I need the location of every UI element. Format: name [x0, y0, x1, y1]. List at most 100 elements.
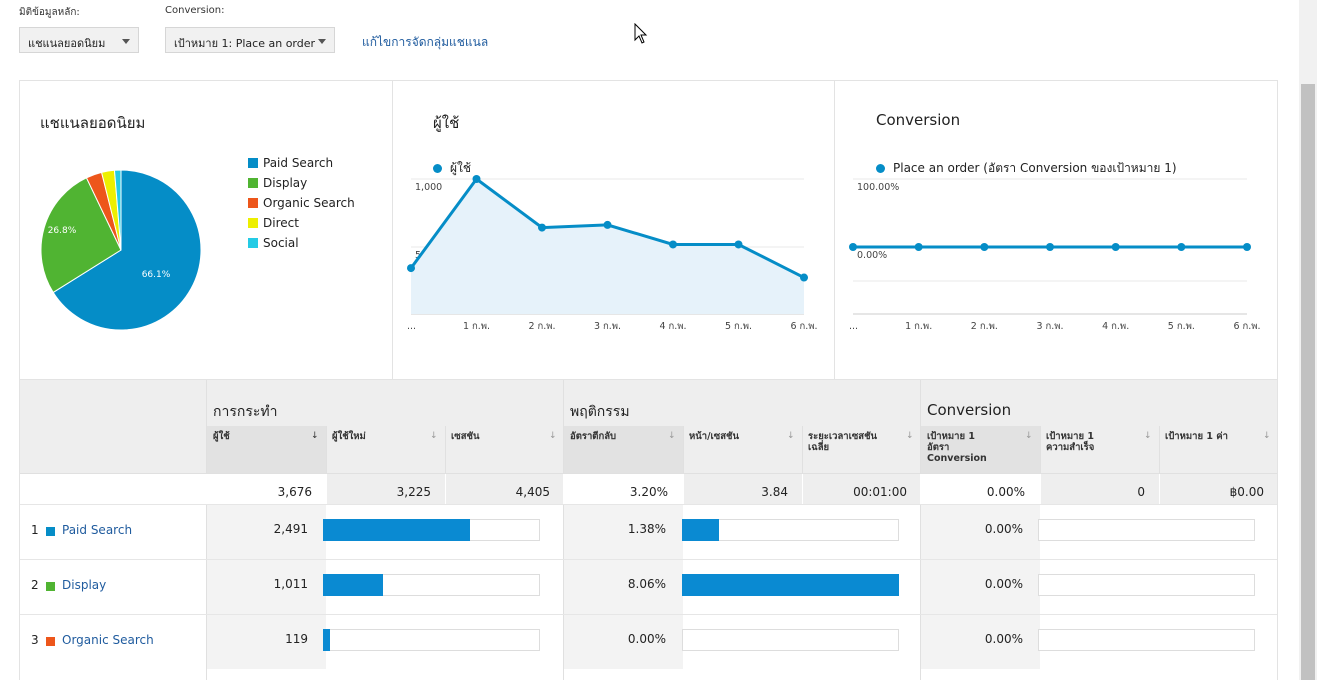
column-header-pages-per-session[interactable]: หน้า/เซสชัน	[689, 431, 739, 442]
conversion-data-point[interactable]	[980, 243, 989, 251]
conversion-data-point[interactable]	[849, 243, 857, 251]
bounce-bar-fill	[682, 574, 899, 596]
chevron-down-icon	[122, 39, 130, 44]
conversion-x-tick-label: 1 ก.พ.	[905, 321, 932, 332]
row-channel-link[interactable]: Display	[62, 578, 107, 592]
vertical-scrollbar-thumb[interactable]	[1301, 84, 1315, 680]
pie-legend-label: Social	[263, 236, 299, 250]
column-divider	[326, 426, 327, 504]
column-divider	[920, 380, 921, 680]
sort-icon[interactable]: ↓	[668, 431, 676, 441]
column-header-goal-conversion-rate[interactable]: เป้าหมาย 1 อัตรา Conversion	[927, 431, 987, 464]
group-header-conversion: Conversion	[927, 401, 1012, 419]
users-x-tick-label: ...	[407, 321, 416, 332]
conversion-line-chart: 100.00% 0.00%... 1 ก.พ. 2 ก.พ. 3 ก.พ. 4 ก.พ. 5…	[849, 178, 1261, 332]
sort-icon[interactable]: ↓	[787, 431, 795, 441]
row-bounce-cell-bg	[564, 615, 683, 669]
conversion-chart-title: Conversion	[876, 111, 961, 129]
users-data-point[interactable]	[669, 240, 677, 249]
conversion-chart-panel: Conversion Place an order (อัตรา Convers…	[834, 80, 1278, 380]
totals-gray-cell	[1160, 474, 1277, 504]
pie-slice-display[interactable]	[40, 177, 122, 294]
sort-desc-icon[interactable]: ↓	[311, 431, 319, 441]
primary-dimension-dropdown[interactable]: แชแนลยอดนิยม	[19, 27, 139, 53]
row-users-value: 119	[285, 632, 308, 646]
row-channel-link[interactable]: Organic Search	[62, 633, 154, 647]
pie-legend-item[interactable]: Organic Search	[248, 193, 355, 213]
row-users-value: 1,011	[273, 577, 308, 591]
sorted-column-header	[207, 426, 326, 473]
row-users-cell-bg	[207, 615, 326, 669]
column-header-new-users[interactable]: ผู้ใช้ใหม่	[332, 431, 366, 442]
users-bar-fill	[323, 519, 471, 541]
users-data-point[interactable]	[538, 223, 546, 232]
conversion-dropdown[interactable]: เป้าหมาย 1: Place an order	[165, 27, 335, 53]
column-header-avg-session-duration[interactable]: ระยะเวลาเซสชันเฉลี่ย	[808, 431, 878, 453]
users-data-point[interactable]	[603, 220, 612, 229]
sorted-column-header	[564, 426, 683, 473]
chevron-down-icon	[318, 39, 326, 44]
column-header-goal-completions[interactable]: เป้าหมาย 1 ความสำเร็จ	[1046, 431, 1095, 453]
sort-icon[interactable]: ↓	[549, 431, 557, 441]
column-divider	[206, 380, 207, 680]
pie-legend-item[interactable]: Social	[248, 233, 355, 253]
edit-channel-grouping-link[interactable]: แก้ไขการจัดกลุ่มแชแนล	[362, 35, 489, 49]
total-goal-value: ฿0.00	[1229, 485, 1264, 499]
primary-dimension-value: แชแนลยอดนิยม	[28, 37, 106, 50]
sort-icon[interactable]: ↓	[906, 431, 914, 441]
sort-icon[interactable]: ↓	[1263, 431, 1271, 441]
users-x-tick-label: 6 ก.พ.	[790, 321, 817, 332]
pie-slice-social[interactable]	[113, 169, 122, 251]
column-header-bounce-rate[interactable]: อัตราตีกลับ	[570, 431, 617, 442]
column-header-sessions[interactable]: เซสชัน	[451, 431, 480, 442]
conversion-data-point[interactable]	[914, 243, 923, 251]
sorted-column-header	[921, 426, 1040, 473]
users-data-point[interactable]	[734, 240, 743, 249]
users-area-fill	[411, 179, 804, 314]
column-divider	[563, 380, 564, 680]
column-divider	[1040, 426, 1041, 504]
row-goal-rate-value: 0.00%	[984, 577, 1023, 591]
pie-data-label-display: 26.8%	[48, 226, 77, 236]
group-header-behavior: พฤติกรรม	[570, 404, 630, 420]
conversion-legend-label: Place an order (อัตรา Conversion ของเป้า…	[893, 161, 1177, 175]
bounce-bar-fill	[682, 519, 720, 541]
total-bounce-rate: 3.20%	[629, 485, 668, 499]
users-x-tick-label: 3 ก.พ.	[594, 321, 621, 332]
conversion-data-point[interactable]	[1177, 243, 1186, 251]
pie-chart: 66.1% 26.8%	[40, 169, 202, 331]
column-header-users[interactable]: ผู้ใช้	[213, 431, 230, 442]
users-bar-fill	[323, 629, 330, 651]
row-channel-link[interactable]: Paid Search	[62, 523, 133, 537]
row-bounce-cell-bg	[564, 560, 683, 614]
row-index: 3	[31, 633, 39, 647]
pie-legend-item[interactable]: Paid Search	[248, 153, 355, 173]
row-goal-rate-value: 0.00%	[984, 522, 1023, 536]
conversion-data-point[interactable]	[1046, 243, 1054, 251]
users-x-tick-label: 4 ก.พ.	[659, 321, 686, 332]
pie-slice-paid-search[interactable]	[52, 169, 202, 331]
legend-swatch-icon	[46, 582, 55, 591]
conversion-data-point[interactable]	[1111, 243, 1120, 251]
sort-icon[interactable]: ↓	[1144, 431, 1152, 441]
mouse-cursor-icon	[634, 23, 648, 44]
sort-icon[interactable]: ↓	[1025, 431, 1033, 441]
users-data-point[interactable]	[472, 175, 481, 183]
sort-icon[interactable]: ↓	[430, 431, 438, 441]
conversion-x-tick-label: ...	[849, 321, 858, 332]
totals-gray-cell	[803, 474, 920, 504]
pie-legend-item[interactable]: Direct	[248, 213, 355, 233]
users-legend-label: ผู้ใช้	[450, 161, 472, 175]
users-bar-track	[323, 629, 540, 651]
column-divider	[1159, 426, 1160, 504]
legend-dot-icon	[876, 164, 885, 173]
column-header-goal-value[interactable]: เป้าหมาย 1 ค่า	[1165, 431, 1228, 442]
users-x-tick-label: 2 ก.พ.	[528, 321, 555, 332]
totals-gray-cell	[1041, 474, 1159, 504]
conversion-data-point[interactable]	[1243, 243, 1251, 251]
users-data-point[interactable]	[407, 264, 415, 273]
total-goal-rate: 0.00%	[986, 485, 1025, 499]
users-data-point[interactable]	[800, 273, 808, 282]
pie-legend-item[interactable]: Display	[248, 173, 355, 193]
goal-bar-track	[1038, 629, 1255, 651]
